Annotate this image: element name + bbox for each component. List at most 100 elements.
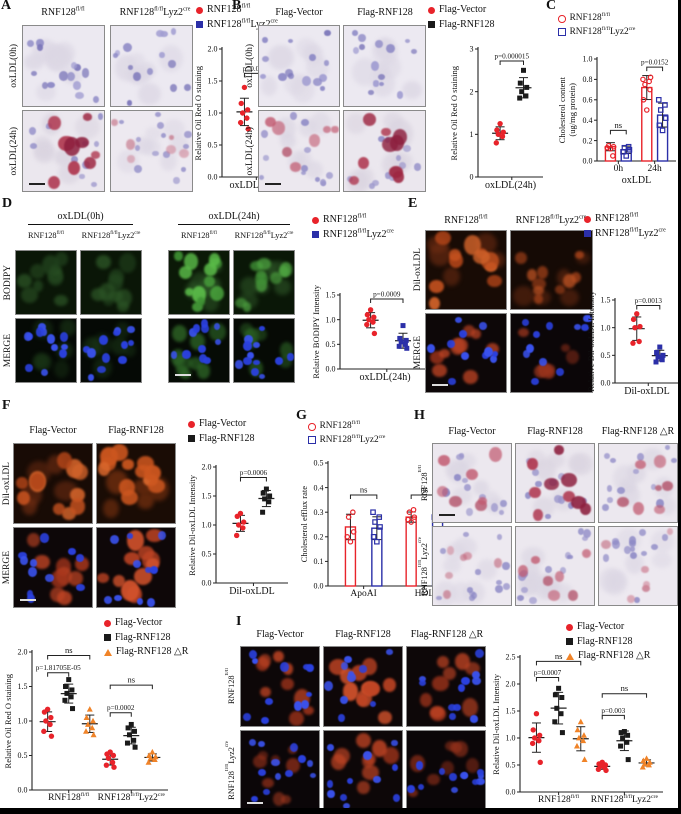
panel-d-col-header: RNF128fl/flLyz2cre <box>81 231 141 240</box>
svg-text:ns: ns <box>360 484 368 494</box>
svg-text:p=0.003: p=0.003 <box>601 707 625 715</box>
svg-text:ns: ns <box>65 645 73 655</box>
svg-text:2.0: 2.0 <box>208 45 218 54</box>
legend-label: Flag-RNF128 △R <box>116 646 189 657</box>
panel-h-row-label: RNF128fl/fl <box>417 464 429 502</box>
svg-text:0.6: 0.6 <box>583 96 593 105</box>
legend-label: RNF128fl/flLyz2cre <box>595 227 666 239</box>
svg-text:0.1: 0.1 <box>314 557 324 566</box>
micrograph-h-lyz2-vector <box>432 526 512 606</box>
square-marker-icon <box>312 231 319 239</box>
panel-d-group-header: oxLDL(0h) <box>28 211 133 225</box>
micrograph-e-merge-flfl <box>425 313 507 393</box>
svg-text:ns: ns <box>127 675 135 685</box>
panel-i-col-header: Flag-RNF128 <box>335 629 391 640</box>
legend-item: Flag-RNF128 <box>566 635 650 650</box>
svg-text:1.5: 1.5 <box>601 296 611 305</box>
chart-canvas: 0.0 0.2 0.4 0.6 0.8 1.0 ns p=0.0152 <box>583 55 676 166</box>
panel-a-col-header: RNF128fl/fl <box>41 6 85 18</box>
circle-marker-icon <box>104 619 111 627</box>
circle-marker-icon <box>196 6 203 14</box>
legend-label: Flag-Vector <box>577 621 625 632</box>
svg-text:1.0: 1.0 <box>601 323 611 332</box>
x-group-label: ApoAI <box>350 589 377 599</box>
legend-item: RNF128fl/flLyz2cre <box>558 26 635 40</box>
svg-text:0.5: 0.5 <box>506 761 516 770</box>
panel-g-legend: RNF128fl/fl RNF128fl/flLyz2cre <box>308 420 385 447</box>
svg-text:3: 3 <box>470 45 474 54</box>
micrograph-h-flfl-vector <box>432 443 512 523</box>
legend-label: RNF128fl/fl <box>569 11 610 23</box>
legend-label: Flag-RNF128 <box>577 635 633 647</box>
x-group-label: RNF128fl/fl <box>48 791 90 803</box>
svg-text:1.5: 1.5 <box>18 682 28 691</box>
legend-label: Flag-RNF128 <box>439 18 495 30</box>
svg-text:1.5: 1.5 <box>202 492 212 501</box>
svg-text:0.0: 0.0 <box>506 788 516 797</box>
svg-text:2.0: 2.0 <box>18 648 28 657</box>
legend-label: RNF128fl/fl <box>319 419 360 431</box>
circle-marker-icon <box>312 216 319 224</box>
panel-i-row-label: RNF128fl/fl <box>224 668 236 705</box>
svg-text:1.5: 1.5 <box>326 291 336 300</box>
legend-item: Flag-Vector <box>188 417 255 432</box>
legend-item: RNF128fl/flLyz2cre <box>196 18 278 33</box>
svg-text:1: 1 <box>470 130 474 139</box>
panel-d-legend: RNF128fl/fl RNF128fl/flLyz2cre <box>312 213 394 242</box>
micrograph-d-merge-0h-lyz2 <box>80 318 142 383</box>
svg-text:0.0: 0.0 <box>326 365 336 374</box>
panel-e-row-label: MERGE <box>412 336 423 370</box>
legend-item: RNF128fl/flLyz2cre <box>584 227 666 242</box>
legend-item: Flag-Vector <box>428 3 495 18</box>
scale-bar <box>439 513 455 516</box>
square-marker-icon <box>566 638 573 646</box>
legend-item: RNF128fl/fl <box>584 212 666 227</box>
x-group-label: HDL <box>414 589 435 599</box>
svg-text:ns: ns <box>421 484 429 494</box>
legend-label: Flag-RNF128 <box>115 631 171 643</box>
micrograph-i-lyz2-rnf128 <box>323 730 403 811</box>
legend-label: RNF128fl/fl <box>207 3 251 15</box>
panel-d-plot: Relative BODIPY Intensity 0.0 0.5 1.0 1.5 p=0… <box>310 285 432 386</box>
x-group-label: RNF128fl/flLyz2cre <box>590 793 658 805</box>
micrograph-a-24h-lyz2 <box>110 110 193 192</box>
chart-canvas: 0.0 0.5 1.0 1.5 2.0 p=0.0006 <box>202 463 288 588</box>
legend-item: Flag-RNF128 △R <box>104 645 188 660</box>
svg-text:p=0.000015: p=0.000015 <box>494 52 529 60</box>
panel-i-label: I <box>236 614 242 629</box>
panel-e-row-label: Dil-oxLDL <box>412 248 423 292</box>
circle-marker-icon <box>428 6 435 14</box>
svg-text:0.5: 0.5 <box>18 751 28 760</box>
svg-text:2.0: 2.0 <box>506 680 516 689</box>
panel-d-row-label: BODIPY <box>2 264 13 301</box>
square-marker-icon <box>196 21 203 29</box>
circle-open-marker-icon <box>308 422 316 431</box>
panel-e-col-header: RNF128fl/fl <box>444 214 488 226</box>
svg-text:p=0.0152: p=0.0152 <box>641 59 669 67</box>
micrograph-f-merge-vector <box>13 527 93 608</box>
square-marker-icon <box>428 21 435 29</box>
panel-c-plot: Cholesterol content (ug/mg protein) 0.0 0.2… <box>556 52 678 192</box>
chart-canvas: 0.0 0.5 1.0 1.5 2.0 2.5 p=0.0007 ns p=0.003 ns <box>506 651 663 797</box>
micrograph-d-bodipy-24h-flfl <box>168 250 230 315</box>
legend-item: Flag-RNF128 <box>104 631 188 646</box>
legend-label: RNF128fl/flLyz2cre <box>569 25 636 37</box>
legend-item: RNF128fl/flLyz2cre <box>308 434 385 448</box>
micrograph-i-lyz2-vector <box>240 730 320 811</box>
legend-item: RNF128fl/fl <box>196 3 278 18</box>
panel-i-row-label: RNF128fl/flLyz2cre <box>224 741 236 800</box>
svg-text:0.2: 0.2 <box>314 533 324 542</box>
scale-bar <box>247 801 263 804</box>
micrograph-f-dil-rnf128 <box>96 443 176 524</box>
x-axis-label: oxLDL <box>621 175 652 186</box>
circle-marker-icon <box>566 623 573 631</box>
panel-f-plot: Relative Dil-oxLDL Intensity 0.0 0.5 1.0 1.5… <box>186 460 290 600</box>
svg-text:1.5: 1.5 <box>208 77 218 86</box>
circle-marker-icon <box>584 215 591 223</box>
svg-text:p=0.0002: p=0.0002 <box>107 704 135 712</box>
micrograph-d-merge-24h-lyz2 <box>233 318 295 383</box>
svg-text:1.5: 1.5 <box>506 707 516 716</box>
svg-text:0.0: 0.0 <box>314 582 324 591</box>
legend-item: RNF128fl/flLyz2cre <box>312 228 394 243</box>
svg-text:p=0.0012: p=0.0012 <box>243 65 271 73</box>
